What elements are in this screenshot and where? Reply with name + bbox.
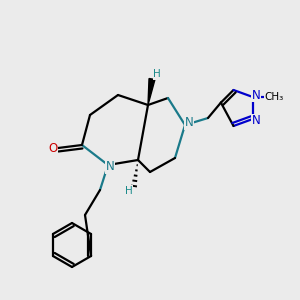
Text: N: N: [252, 114, 261, 127]
Text: O: O: [48, 142, 58, 154]
Text: N: N: [184, 116, 194, 130]
Text: H: H: [125, 186, 133, 196]
Text: N: N: [252, 89, 261, 102]
Text: N: N: [106, 160, 114, 173]
Text: CH₃: CH₃: [264, 92, 284, 102]
Polygon shape: [148, 79, 155, 105]
Text: H: H: [153, 69, 161, 79]
